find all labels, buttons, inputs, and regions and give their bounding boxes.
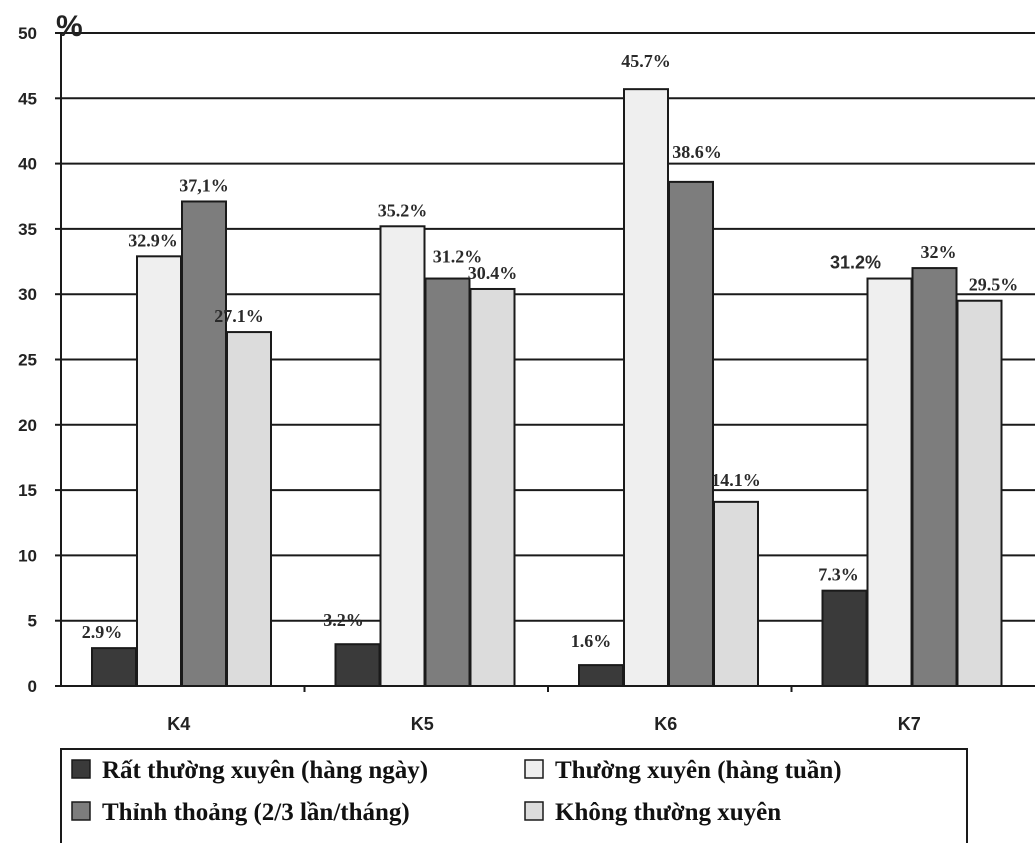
data-label: 27.1% [214,306,264,326]
bar-k7-series-4 [956,299,1003,687]
y-tick-label: 15 [18,481,37,500]
data-label: 31.2% [433,247,483,267]
data-label: 35.2% [378,200,428,220]
data-labels: 2.9%32.9%37,1%27.1%3.2%35.2%31.2%30.4%1.… [82,51,1019,651]
legend-label: Thường xuyên (hàng tuần) [555,757,842,784]
bar-k6-series-1 [578,664,624,688]
legend-box [60,748,968,843]
bar-k6-series-2 [623,88,669,687]
bar-k4-series-4 [226,331,272,687]
data-label: 3.2% [323,610,364,630]
data-label: 45.7% [621,51,671,71]
legend-label: Không thường xuyên [555,799,781,826]
y-tick-label: 45 [18,89,37,108]
legend: Rất thường xuyên (hàng ngày) Thường xuyên… [60,748,968,843]
legend-label: Thỉnh thoảng (2/3 lần/tháng) [102,799,410,826]
bar-k6-series-4 [713,500,759,687]
bar-k7-series-3 [911,267,958,687]
bars [91,88,1003,688]
data-label: 7.3% [818,565,859,585]
y-tick-label: 20 [18,416,37,435]
data-label: 14.1% [711,470,761,490]
y-tick-label: 5 [28,612,37,631]
x-tick-label: K6 [654,714,677,734]
y-tick-label: 10 [18,546,37,565]
bar-k7-series-1 [821,589,868,687]
x-axis: K4 K5 K6 K7 [61,685,1035,734]
bar-k5-series-2 [379,225,426,687]
y-tick-label: 25 [18,351,37,370]
bar-k4-series-2 [136,255,182,687]
bar-k7-series-2 [866,277,913,687]
y-tick-label: 40 [18,155,37,174]
y-tick-label: 0 [28,677,37,696]
y-tick-label: 35 [18,220,37,239]
y-tick-label: 30 [18,285,37,304]
data-label: 37,1% [179,175,229,195]
data-label: 29.5% [969,275,1019,295]
data-label: 32.9% [128,230,178,250]
data-label: 38.6% [672,142,722,162]
bar-k6-series-3 [668,180,714,687]
data-label: 32% [921,242,957,262]
data-label: 2.9% [82,622,123,642]
legend-label: Rất thường xuyên (hàng ngày) [102,757,428,784]
x-tick-label: K5 [411,714,434,734]
data-label: 30.4% [468,263,518,283]
bar-k4-series-3 [181,200,227,687]
x-tick-label: K4 [167,714,190,734]
x-tick-label: K7 [898,714,921,734]
y-axis: 0 5 10 15 20 25 30 35 40 45 50 [18,24,62,696]
legend-swatch [524,759,544,779]
y-tick-label: 50 [18,24,37,43]
y-axis-unit-label: % [56,10,83,43]
bar-k4-series-1 [91,647,137,687]
data-label: 31.2% [830,253,881,273]
legend-swatch [71,801,91,821]
bar-k5-series-1 [334,643,381,688]
bar-k5-series-4 [469,287,516,687]
legend-swatch [524,801,544,821]
legend-swatch [71,759,91,779]
bar-k5-series-3 [424,277,471,687]
data-label: 1.6% [571,631,612,651]
